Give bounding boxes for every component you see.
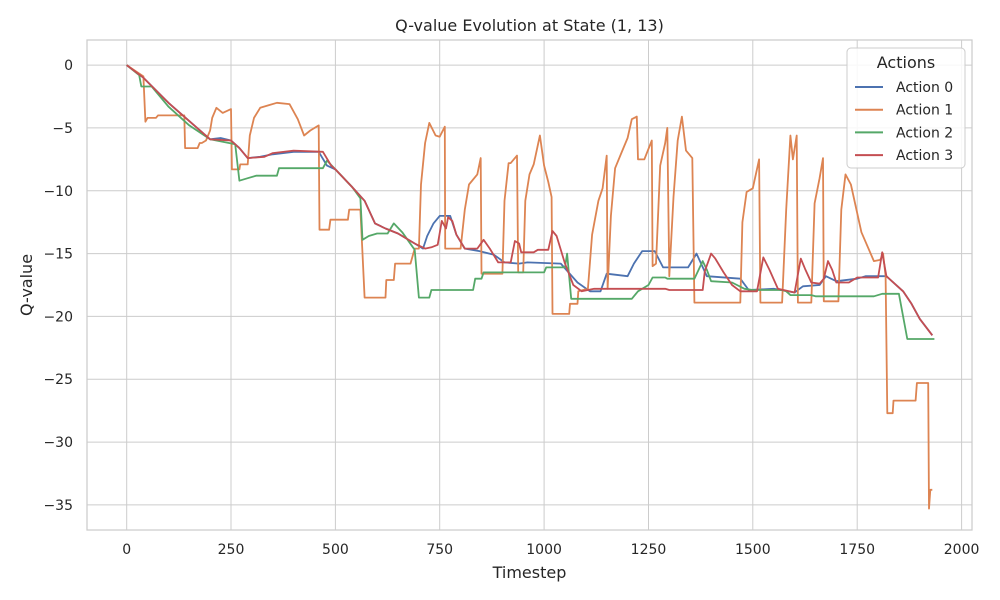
x-tick-label: 1250 [631,542,667,558]
chart-title: Q-value Evolution at State (1, 13) [395,16,664,35]
legend-label-action-0: Action 0 [896,80,953,96]
x-tick-label: 500 [322,542,349,558]
y-tick-label: −5 [52,121,73,137]
legend-items: Action 0 Action 1 Action 2 Action 3 [855,80,953,164]
series-lines [126,64,935,510]
y-tick-label: −25 [43,372,73,388]
legend-title: Actions [877,53,935,72]
x-tick-label: 0 [122,542,131,558]
y-tick-label: −20 [43,309,73,325]
legend: Actions Action 0 Action 1 Action 2 Action 3 [846,47,966,169]
legend-box [846,47,966,169]
legend-label-action-1: Action 1 [896,103,953,119]
x-tick-label: 1750 [839,542,875,558]
y-tick-label: −10 [43,184,73,200]
plot-frame [86,39,973,531]
y-tick-label: −15 [43,247,73,263]
x-tick-label: 2000 [944,542,980,558]
legend-label-action-3: Action 3 [896,148,953,164]
x-tick-label: 250 [218,542,245,558]
legend-label-action-2: Action 2 [896,125,953,141]
y-axis-label: Q-value [17,254,36,316]
x-axis-label: Timestep [492,563,567,582]
y-tick-label: −30 [43,435,73,451]
y-tick-label: 0 [64,58,73,74]
x-tick-label: 1500 [735,542,771,558]
x-tick-labels: 0 250 500 750 1000 1250 1500 1750 2000 [122,542,979,558]
x-tick-label: 750 [426,542,453,558]
series-line-action-0 [126,64,934,336]
y-tick-labels: 0 −5 −10 −15 −20 −25 −30 −35 [43,58,73,514]
x-tick-label: 1000 [526,542,562,558]
series-line-action-3 [126,64,934,336]
y-tick-label: −35 [43,498,73,514]
series-line-action-1 [126,64,933,510]
